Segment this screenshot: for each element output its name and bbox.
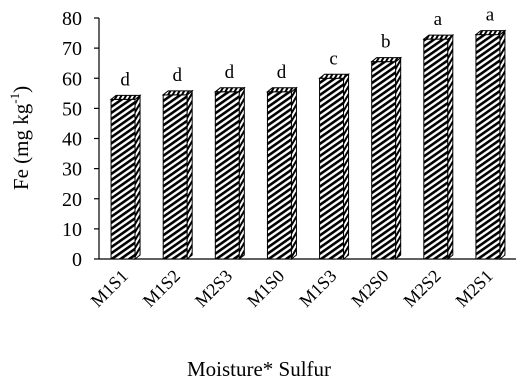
- significance-letter: a: [434, 9, 443, 30]
- bar-side-face: [186, 89, 193, 261]
- y-tick-label: 80: [62, 8, 82, 30]
- bar-front-face: [319, 77, 345, 260]
- y-tick-label: 50: [62, 98, 82, 120]
- y-axis-title: Fe (mg kg-1): [7, 86, 33, 190]
- bar-top-face: [266, 87, 298, 93]
- significance-letter: d: [225, 62, 235, 83]
- bar: [161, 89, 194, 261]
- bar: [422, 34, 455, 261]
- bar-front-face: [475, 34, 501, 260]
- x-category-label: M2S2: [399, 266, 444, 311]
- bar-top-face: [213, 87, 246, 93]
- bar-front-face: [214, 91, 240, 260]
- significance-letter: d: [120, 69, 130, 90]
- y-tick-label: 0: [72, 249, 82, 271]
- bar-top-face: [161, 90, 194, 96]
- y-axis-title-main: Fe (mg kg: [9, 103, 33, 190]
- bar-side-face: [238, 86, 245, 261]
- significance-letter: d: [277, 62, 287, 83]
- x-category-label: M1S1: [87, 266, 132, 311]
- x-category-label: M1S0: [243, 266, 288, 311]
- significance-letter: d: [172, 65, 182, 86]
- significance-letter: c: [329, 48, 337, 69]
- bar-top-face: [318, 73, 350, 79]
- bar-top-face: [370, 57, 403, 63]
- bar: [318, 73, 350, 261]
- significance-letter: a: [486, 5, 495, 26]
- bar-side-face: [290, 86, 297, 261]
- bar: [474, 29, 507, 261]
- x-category-label: M1S3: [295, 266, 340, 311]
- y-tick-label: 60: [62, 68, 82, 90]
- x-category-label: M2S0: [347, 266, 392, 311]
- x-axis-category-labels: M1S1 M1S2 M2S3 M1S0 M1S3 M2S0 M2S2 M2S1: [87, 266, 497, 311]
- x-category-label: M2S1: [452, 266, 497, 311]
- y-axis-title-close: ): [9, 86, 33, 93]
- y-tick-label: 20: [62, 189, 82, 211]
- bar-front-face: [266, 91, 292, 260]
- y-tick-label: 40: [62, 129, 82, 151]
- bars-group: [109, 29, 507, 261]
- bar-front-face: [423, 38, 449, 260]
- bar-top-face: [474, 30, 507, 36]
- bar: [213, 86, 246, 261]
- x-category-label: M2S3: [191, 266, 236, 311]
- bar-top-face: [422, 34, 455, 40]
- bar: [109, 94, 142, 261]
- bar-front-face: [371, 61, 397, 260]
- y-tick-label: 70: [62, 38, 82, 60]
- significance-letter: b: [381, 32, 391, 53]
- x-category-label: M1S2: [139, 266, 184, 311]
- bar-side-face: [343, 73, 350, 261]
- bar-front-face: [162, 94, 188, 260]
- bar-side-face: [395, 56, 402, 261]
- bar-front-face: [110, 98, 136, 260]
- y-axis-title-sup: -1: [7, 93, 22, 104]
- bar-side-face: [499, 29, 506, 261]
- bar-side-face: [134, 94, 141, 261]
- x-axis-title: Moisture* Sulfur: [187, 357, 331, 381]
- significance-letters: d d d d c b a a: [120, 5, 494, 91]
- y-tick-label: 10: [62, 219, 82, 241]
- y-axis-ticks: 0 10 20 30 40 50 60 70 80: [62, 8, 99, 271]
- bar-top-face: [109, 94, 142, 100]
- bar: [266, 86, 298, 261]
- bar: [370, 56, 403, 261]
- y-tick-label: 30: [62, 159, 82, 181]
- bar-side-face: [447, 34, 454, 261]
